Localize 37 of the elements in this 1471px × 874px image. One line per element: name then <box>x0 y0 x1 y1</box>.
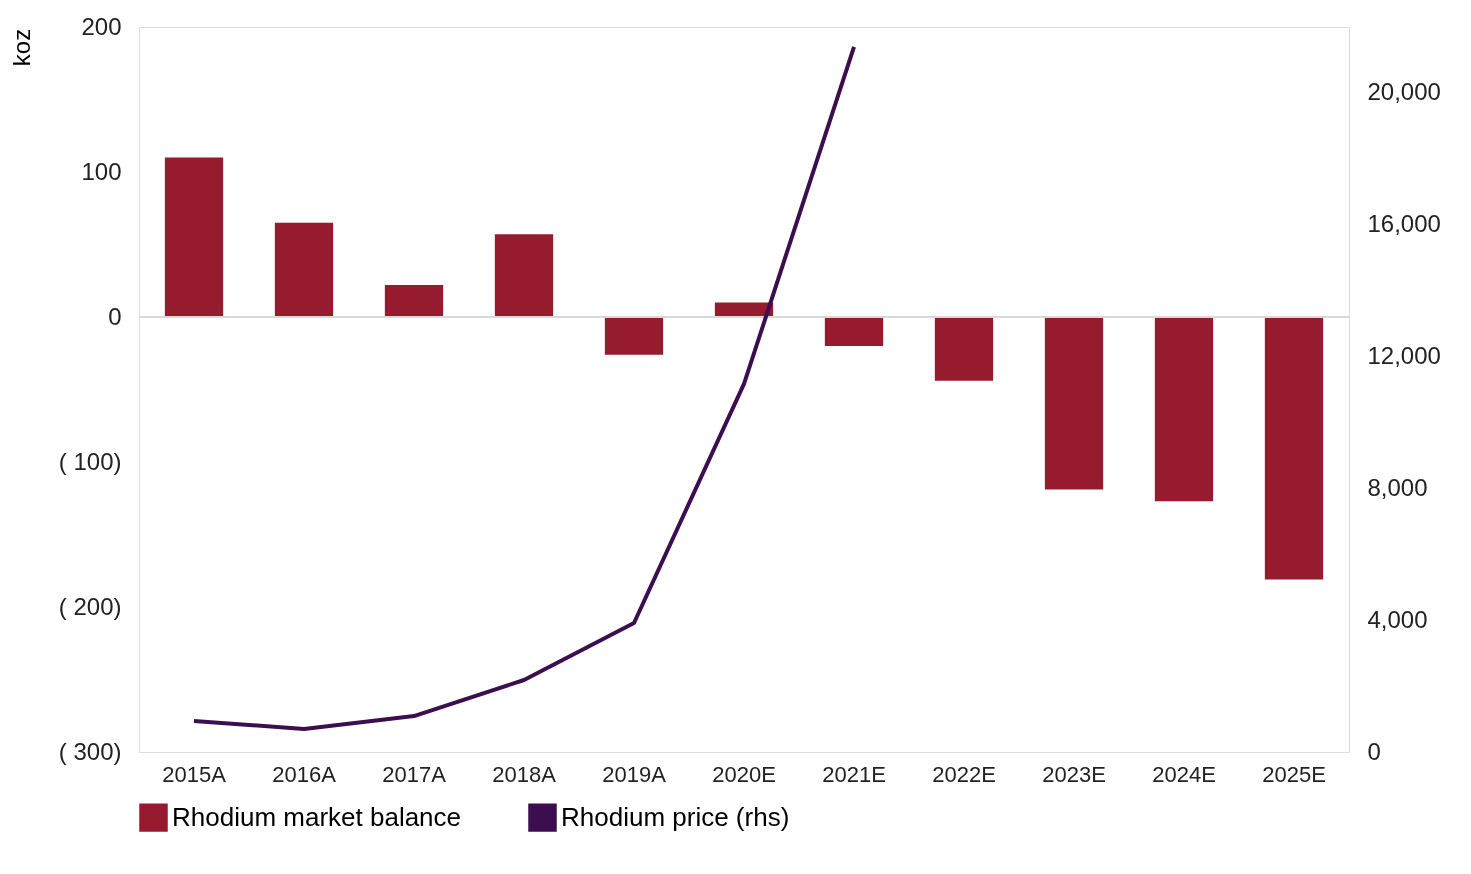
x-tick-label: 2023E <box>1042 761 1106 787</box>
y2-tick-label: 12,000 <box>1367 342 1441 370</box>
x-tick-label: 2022E <box>932 761 996 787</box>
bar <box>384 285 444 317</box>
y-tick-label: 200 <box>81 12 122 40</box>
y-tick-label: ( 300) <box>58 737 122 765</box>
y2-tick-label: 0 <box>1367 737 1381 765</box>
bar <box>934 317 994 381</box>
bar <box>164 157 224 317</box>
y2-tick-label: 20,000 <box>1367 78 1441 106</box>
x-tick-label: 2019A <box>602 761 667 787</box>
y-tick-label: ( 200) <box>58 592 122 620</box>
bar <box>274 222 334 317</box>
x-tick-label: 2018A <box>492 761 557 787</box>
y2-tick-label: 16,000 <box>1367 210 1441 238</box>
y2-tick-label: 4,000 <box>1367 605 1428 633</box>
y-tick-label: 100 <box>81 157 122 185</box>
x-tick-label: 2017A <box>382 761 447 787</box>
x-tick-label: 2021E <box>822 761 886 787</box>
line-series <box>192 44 856 731</box>
bar <box>1154 317 1214 502</box>
legend-label: Rhodium price (rhs) <box>561 801 790 832</box>
bar <box>824 317 884 346</box>
y-tick-label: 0 <box>108 302 122 330</box>
bar <box>604 317 664 355</box>
y-axis-title: koz <box>7 28 35 67</box>
legend-label: Rhodium market balance <box>172 801 462 832</box>
x-tick-label: 2025E <box>1262 761 1326 787</box>
x-tick-label: 2016A <box>272 761 337 787</box>
x-tick-label: 2020E <box>712 761 776 787</box>
x-tick-label: 2024E <box>1152 761 1216 787</box>
bar <box>494 234 554 317</box>
y-tick-label: ( 100) <box>58 447 122 475</box>
x-tick-label: 2015A <box>162 761 227 787</box>
bar <box>1044 317 1104 490</box>
bar <box>1264 317 1324 580</box>
y2-tick-label: 8,000 <box>1367 473 1428 501</box>
